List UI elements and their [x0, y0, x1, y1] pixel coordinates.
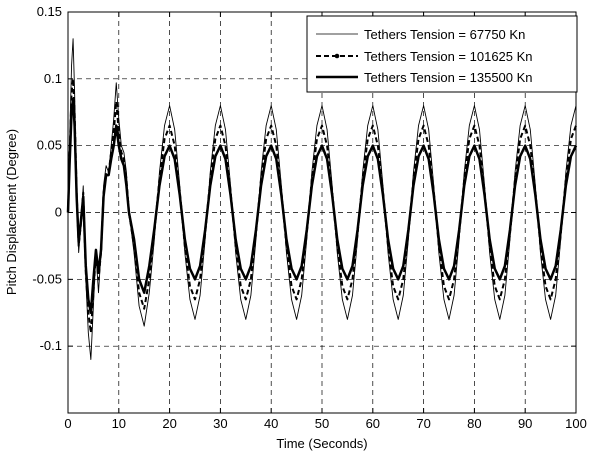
series-line-3 [66, 97, 578, 314]
legend-box [306, 15, 578, 93]
legend-label-series-1: Tethers Tension = 67750 Kn [364, 27, 525, 42]
x-tick-label: 100 [565, 416, 587, 431]
x-tick-label: 20 [162, 416, 176, 431]
y-tick-label: 0.15 [37, 4, 62, 19]
tick-labels: 0 10 20 30 40 50 60 70 80 90 100 -0.1 -0.05 0 0.05 0.1 0… [32, 4, 586, 431]
y-tick-label: 0 [55, 205, 62, 220]
x-tick-label: 70 [416, 416, 430, 431]
x-tick-label: 0 [64, 416, 71, 431]
legend-label-series-2: Tethers Tension = 101625 Kn [364, 49, 533, 64]
x-tick-label: 10 [112, 416, 126, 431]
y-tick-label: 0.05 [37, 138, 62, 153]
x-tick-label: 30 [213, 416, 227, 431]
x-tick-label: 50 [315, 416, 329, 431]
series-layer [66, 38, 578, 360]
legend: Tethers Tension = 67750 Kn Tethers Tensi… [306, 15, 578, 93]
x-tick-label: 40 [264, 416, 278, 431]
y-tick-label: -0.05 [32, 271, 62, 286]
legend-label-series-3: Tethers Tension = 135500 Kn [364, 70, 533, 85]
y-axis-label: Pitch Displacement (Degree) [4, 129, 19, 295]
legend-marker-series-2 [334, 53, 340, 59]
x-tick-label: 60 [366, 416, 380, 431]
y-tick-label: 0.1 [44, 71, 62, 86]
y-tick-label: -0.1 [40, 338, 62, 353]
x-tick-label: 90 [518, 416, 532, 431]
x-tick-label: 80 [467, 416, 481, 431]
x-axis-label: Time (Seconds) [276, 436, 367, 451]
axis-ticks [67, 11, 577, 414]
